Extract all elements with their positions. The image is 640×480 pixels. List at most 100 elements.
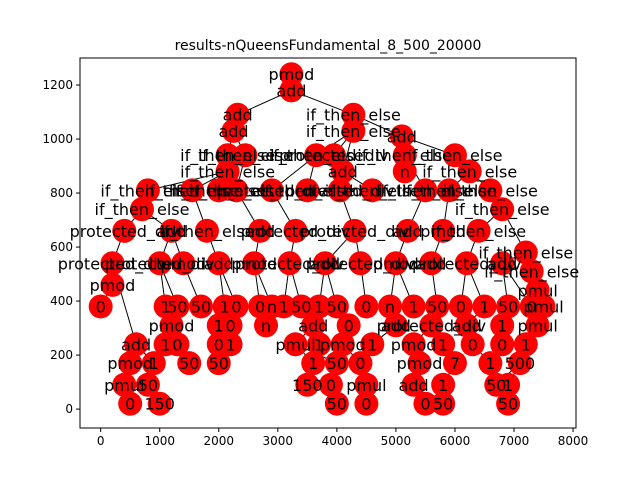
tree-node-label: pmul — [346, 376, 386, 395]
tree-node-label: pmod — [397, 354, 443, 373]
tree-node-label: if_then_else — [180, 146, 275, 166]
tree-node-label: add — [245, 222, 275, 241]
tree-node-marker — [336, 313, 361, 338]
tree-node-marker — [496, 391, 521, 416]
tree-node-marker — [431, 372, 456, 397]
y-tick-label: 600 — [50, 240, 73, 254]
tree-node-label: 150 — [292, 376, 323, 395]
tree-node-marker — [442, 143, 467, 168]
tree-node-label: if_then_else — [431, 222, 526, 242]
tree-node-label: if_then_else — [422, 162, 517, 182]
tree-node-marker — [301, 351, 326, 376]
tree-node-label: if_then_else — [171, 181, 266, 201]
tree-node-marker — [442, 351, 467, 376]
tree-node-label: if_then_else — [198, 146, 293, 166]
tree-node-marker — [457, 159, 482, 184]
tree-node-label: 0 — [344, 316, 354, 335]
tree-node-marker — [206, 178, 231, 203]
tree-node-label: pmod — [160, 254, 206, 273]
x-tick-label: 2000 — [203, 434, 234, 448]
tree-node-label: 0 — [361, 297, 371, 316]
tree-node-label: 1 — [161, 297, 171, 316]
tree-node-marker — [354, 391, 379, 416]
tree-node-label: 1 — [149, 354, 159, 373]
tree-node-label: pmod — [269, 65, 315, 84]
tree-node-marker — [401, 294, 426, 319]
tree-node-marker — [330, 159, 355, 184]
tree-node-label: if_then_else — [325, 181, 420, 201]
tree-node-marker — [112, 372, 137, 397]
tree-node-label: pmod — [107, 354, 153, 373]
tree-node-marker — [431, 218, 456, 243]
tree-node-label: pmul — [517, 316, 557, 335]
x-tick-label: 7000 — [499, 434, 530, 448]
tree-node-marker — [519, 259, 544, 284]
tree-node-label: pmod — [149, 316, 195, 335]
tree-node-marker — [525, 313, 550, 338]
tree-node-label: 1 — [279, 297, 289, 316]
tree-node-marker — [221, 118, 246, 143]
x-tick-label: 8000 — [558, 434, 589, 448]
tree-node-label: 50 — [291, 297, 311, 316]
tree-node-label: protected_div — [306, 254, 415, 274]
tree-node-label: pmod — [373, 254, 419, 273]
tree-node-marker — [341, 118, 366, 143]
y-tick-label: 200 — [50, 348, 73, 362]
y-tick-label: 1200 — [42, 78, 73, 92]
tree-node-marker — [295, 372, 320, 397]
y-tick-label: 400 — [50, 294, 73, 308]
tree-node-marker — [224, 178, 249, 203]
tree-node-marker — [419, 251, 444, 276]
tree-node-label: 7 — [450, 354, 460, 373]
tree-node-label: 0 — [361, 395, 371, 414]
tree-node-label: 0 — [420, 395, 430, 414]
tree-node-marker — [513, 332, 538, 357]
x-tick-label: 3000 — [263, 434, 294, 448]
tree-node-label: add — [204, 254, 234, 273]
tree-node-marker — [413, 178, 438, 203]
tree-node-label: add — [121, 335, 151, 354]
tree-node-marker — [448, 294, 473, 319]
x-tick-label: 1000 — [144, 434, 175, 448]
tree-node-marker — [348, 351, 373, 376]
tree-node-marker — [130, 197, 154, 222]
tree-node-label: if_then_else — [145, 181, 240, 201]
tree-node-label: 50 — [327, 297, 347, 316]
tree-node-marker — [324, 294, 349, 319]
tree-node-label: add — [487, 254, 517, 273]
tree-node-label: 50 — [498, 297, 518, 316]
tree-node-marker — [283, 218, 308, 243]
tree-node-marker — [354, 294, 379, 319]
tree-node-label: add — [156, 222, 186, 241]
tree-node-label: add — [310, 254, 340, 273]
tree-node-label: protected_div — [70, 222, 179, 242]
tree-node-label: n — [385, 297, 395, 316]
tree-node-marker — [189, 294, 214, 319]
tree-node-label: 0 — [355, 354, 365, 373]
tree-node-label: 1 — [214, 316, 224, 335]
tree-node-label: 0 — [225, 316, 235, 335]
tree-node-label: if_then_else — [100, 181, 195, 201]
x-tick-label: 4000 — [322, 434, 353, 448]
tree-node-marker — [413, 391, 438, 416]
tree-node-label: add — [328, 162, 358, 181]
tree-node-marker — [389, 124, 414, 149]
tree-node-label: protected_div — [285, 181, 394, 201]
tree-node-label: protected_div — [241, 222, 350, 242]
tree-node-marker — [215, 159, 240, 184]
tree-node-label: add — [416, 254, 446, 273]
tree-node-label: pmod — [90, 276, 136, 295]
tree-node-label: add — [298, 316, 328, 335]
tree-node-label: 1 — [409, 297, 419, 316]
tree-node-label: 0 — [468, 335, 478, 354]
tree-node-label: 1 — [479, 297, 489, 316]
tree-node-label: if_then_else — [402, 181, 497, 201]
tree-node-marker — [224, 294, 249, 319]
y-tick-label: 800 — [50, 186, 73, 200]
tree-node-marker — [490, 197, 515, 222]
tree-node-label: 0 — [326, 376, 336, 395]
tree-node-marker — [478, 178, 503, 203]
tree-node-label: protected_div — [235, 254, 344, 274]
x-tick-label: 6000 — [440, 434, 471, 448]
tree-node-marker — [348, 251, 373, 276]
